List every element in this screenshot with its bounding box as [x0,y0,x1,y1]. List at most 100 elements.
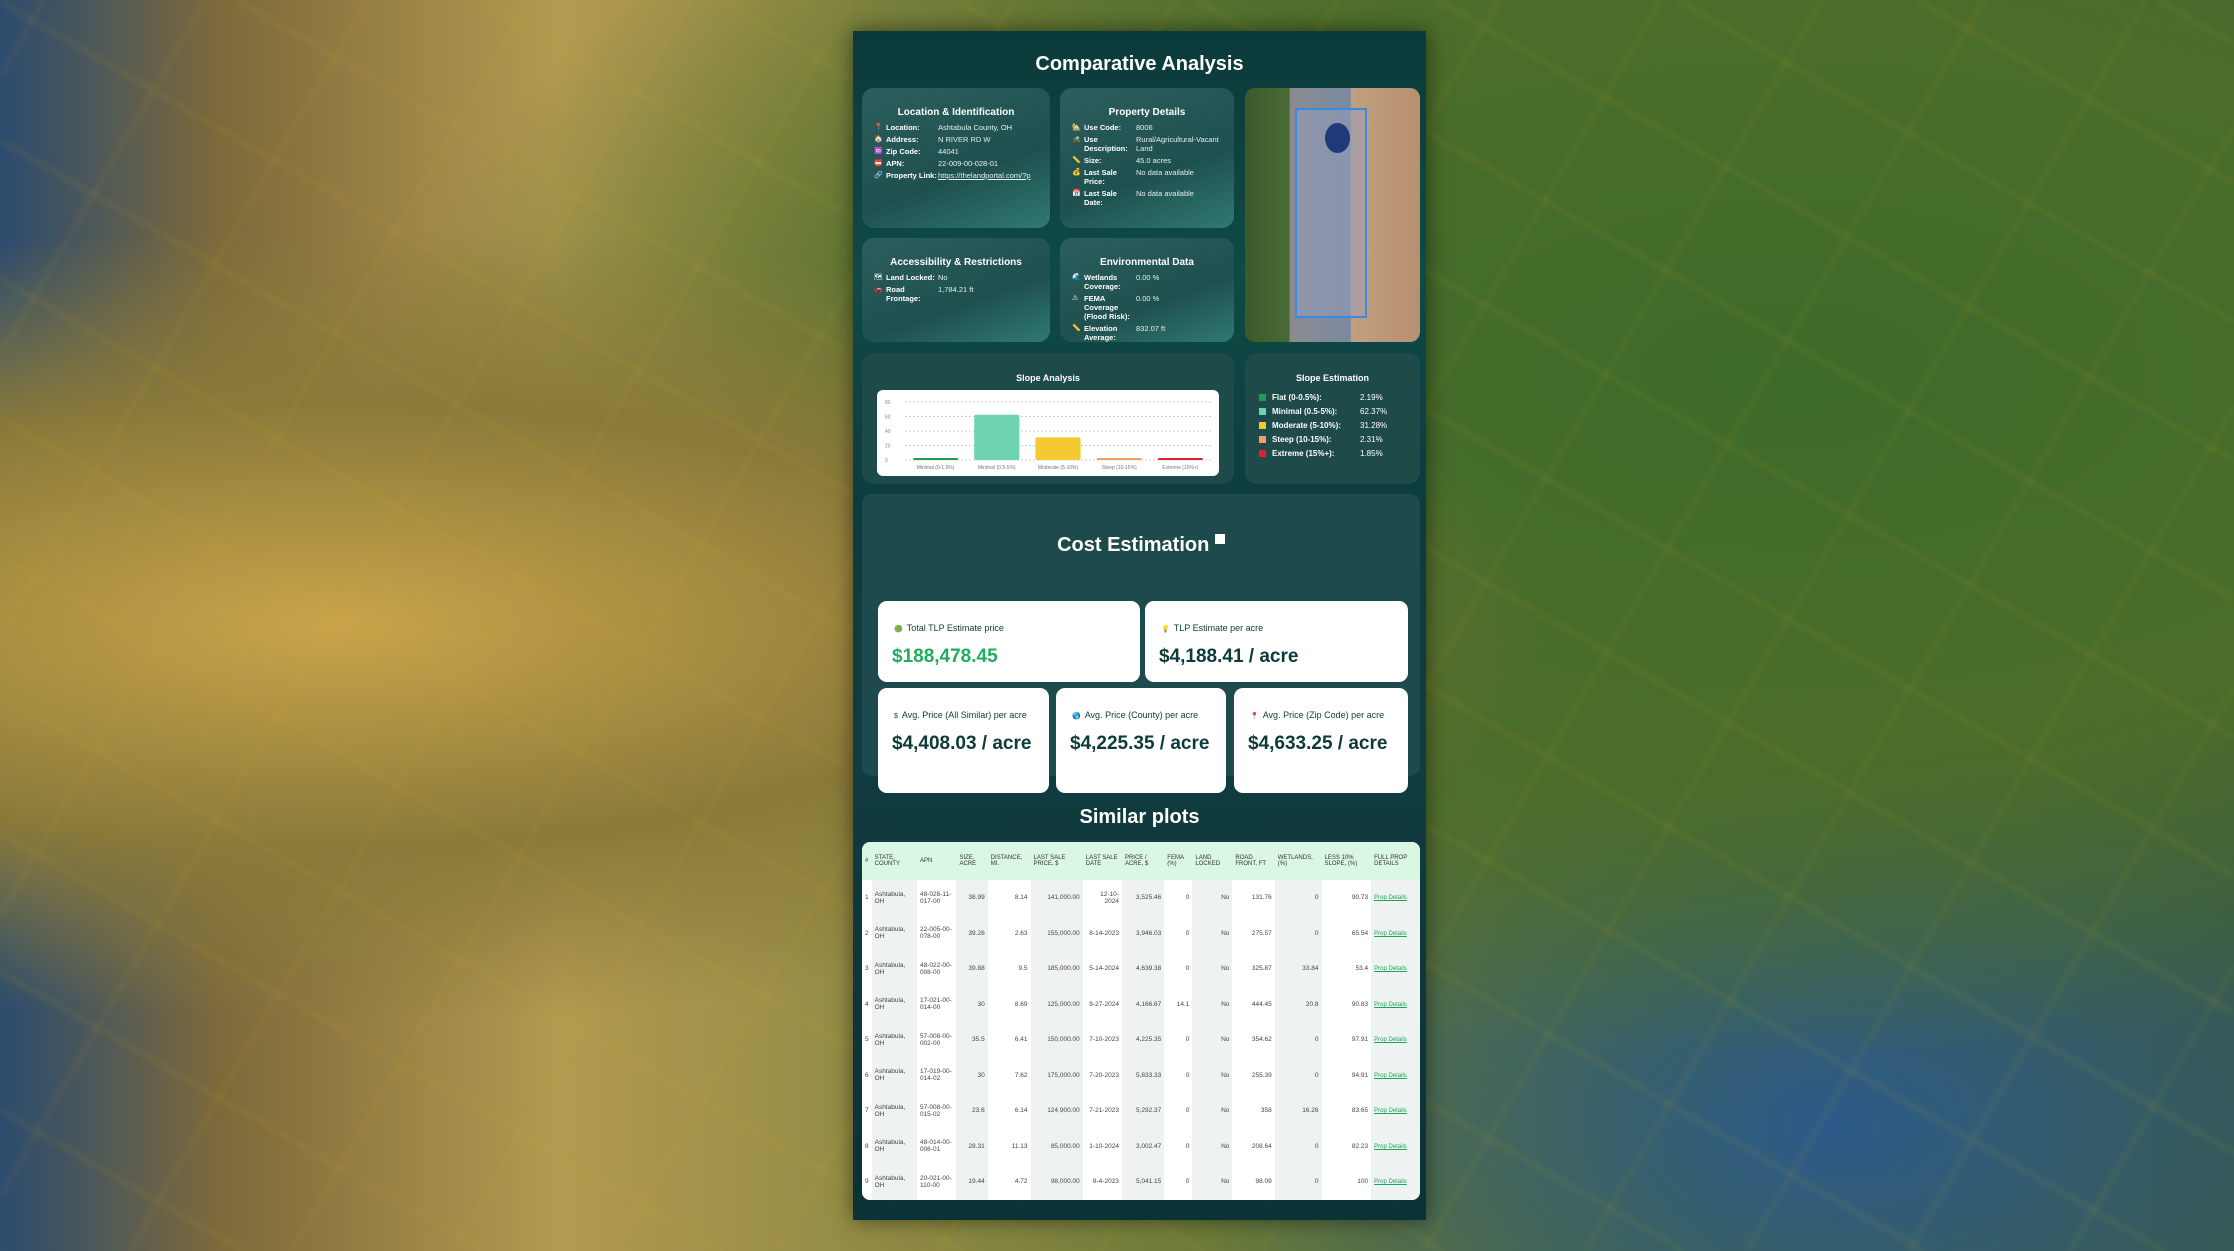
bar [913,458,959,460]
table-cell: Prop Details [1371,1128,1420,1164]
table-cell: 5,041.15 [1121,1164,1165,1200]
table-cell: Prop Details [1371,880,1420,916]
table-cell: 208.64 [1232,1128,1275,1164]
x-tick-label: Extreme (15%+) [1162,465,1199,471]
table-cell: Prop Details [1371,1057,1420,1093]
table-cell: 57-008-00-002-00 [916,1022,957,1058]
bar [974,414,1020,460]
cost-card-label: $ Avg. Price (All Similar) per acre [894,710,1027,720]
link-icon: 🔗 [874,172,883,179]
table-cell: 97.91 [1321,1022,1372,1058]
prop-details-link[interactable]: Prop Details [1374,1037,1407,1044]
apn-icon: 📛 [874,160,883,167]
table-cell: 0 [1164,1164,1193,1200]
money-bag-icon: 💰 [1072,169,1081,176]
table-cell: 5-14-2024 [1082,951,1122,987]
info-value: 8006 [1136,123,1153,132]
table-cell: 17-019-00-014-02 [916,1057,957,1093]
cost-card-label: 💡 TLP Estimate per acre [1161,623,1263,633]
table-cell: 38.99 [956,880,988,916]
slope-label: Steep (10-15%): [1272,434,1332,444]
warning-icon: ⚠ [1072,295,1079,302]
property-link[interactable]: https://thelandportal.com/?p [938,171,1031,180]
table-cell: 6.14 [987,1093,1031,1129]
table-cell: 4.72 [987,1164,1031,1200]
y-tick-label: 20 [885,444,891,450]
x-tick-label: Minimal (0.5-5%) [978,465,1016,471]
slope-legend-item: Steep (10-15%): 2.31% [1259,432,1409,446]
prop-details-link[interactable]: Prop Details [1374,1001,1407,1008]
prop-details-link[interactable]: Prop Details [1374,1072,1407,1079]
table-cell: 185,000.00 [1030,951,1083,987]
info-label: Property Link: [886,171,937,180]
table-cell: Prop Details [1371,1164,1420,1200]
prop-details-link[interactable]: Prop Details [1374,1143,1407,1150]
color-swatch [1259,421,1266,429]
slope-label: Extreme (15%+): [1272,448,1335,458]
table-cell: 53.4 [1321,951,1372,987]
table-cell: 98,000.00 [1030,1164,1083,1200]
square-icon [1214,534,1225,544]
table-row: 1 Ashtabula, OH 48-026-11-017-00 38.99 8.14 1… [862,880,1420,916]
page-title: Comparative Analysis [1035,53,1244,75]
column-header: LESS 10% SLOPE, (%) [1321,842,1372,880]
cost-card-value: $4,225.35 / acre [1070,733,1210,754]
table-cell: 98.09 [1232,1164,1275,1200]
parcel-satellite-map[interactable] [1245,88,1420,342]
info-row: 📏 Elevation Average: 832.07 ft [1072,324,1234,342]
table-cell: Prop Details [1371,1022,1420,1058]
info-label: Use Description: [1084,135,1128,153]
table-cell: 19.44 [956,1164,988,1200]
table-cell: 2.63 [987,915,1031,951]
table-cell: 65.54 [1321,915,1372,951]
table-cell: 0 [1164,1057,1193,1093]
calendar-icon: 📅 [1072,190,1081,197]
location-card: Location & Identification 📍 Location: Ashta… [862,88,1050,228]
table-cell: No [1192,915,1233,951]
table-cell: 12-10-2024 [1082,880,1122,916]
table-cell: 0 [1274,1057,1322,1093]
x-tick-label: Moderate (5-10%) [1038,465,1079,471]
prop-details-link[interactable]: Prop Details [1374,1179,1407,1186]
table-cell: 33.84 [1274,951,1322,987]
prop-details-link[interactable]: Prop Details [1374,930,1407,937]
table-cell: 325.87 [1232,951,1275,987]
table-cell: 8.14 [987,880,1031,916]
cost-card-value: $4,633.25 / acre [1248,733,1388,754]
prop-details-link[interactable]: Prop Details [1374,966,1407,973]
table-cell: 4,639.38 [1121,951,1165,987]
info-value: No data available [1136,189,1194,198]
info-value: N RIVER RD W [938,135,991,144]
table-cell: 1 [862,880,872,916]
info-row: 🚗 Road Frontage: 1,784.21 ft [874,285,1050,303]
info-label: Address: [886,135,919,144]
info-row: 🔗 Property Link: https://thelandportal.com… [874,171,1050,180]
environment-card: Environmental Data 🌊 Wetlands Coverage: 0.0… [1060,238,1234,342]
table-cell: 48-022-00-008-00 [916,951,957,987]
table-cell: 7-10-2023 [1082,1022,1122,1058]
house-icon: 🏡 [1072,124,1081,131]
table-cell: 5 [862,1022,872,1058]
table-cell: 0 [1164,951,1193,987]
ruler-icon: 📏 [1072,325,1081,332]
cost-card-value: $188,478.45 [892,646,998,667]
prop-details-link[interactable]: Prop Details [1374,895,1407,902]
slope-analysis-card: Slope Analysis 0 20 40 60 80 Minimal (0-1.5%)… [862,353,1234,484]
info-value: 22-009-00-028-01 [938,159,999,168]
slope-value: 31.28% [1360,420,1388,430]
slope-legend-item: Minimal (0.5-5%): 62.37% [1259,404,1409,418]
info-label: Use Code: [1084,123,1122,132]
table-row: 3 Ashtabula, OH 48-022-00-008-00 39.88 9.5 18… [862,951,1420,987]
color-swatch [1259,407,1266,415]
table-cell: 175,000.00 [1030,1057,1083,1093]
prop-details-link[interactable]: Prop Details [1374,1108,1407,1115]
table-cell: Ashtabula, OH [871,951,917,987]
info-label: Road Frontage: [886,285,921,303]
table-cell: 7 [862,1093,872,1129]
table-cell: Ashtabula, OH [871,986,917,1022]
table-cell: 8.69 [987,986,1031,1022]
cost-card: 🟢 Total TLP Estimate price $188,478.45 [878,601,1140,682]
slope-estimation-title: Slope Estimation [1295,373,1369,383]
table-cell: 5,833.33 [1121,1057,1165,1093]
dollar-icon: $ [894,713,898,720]
